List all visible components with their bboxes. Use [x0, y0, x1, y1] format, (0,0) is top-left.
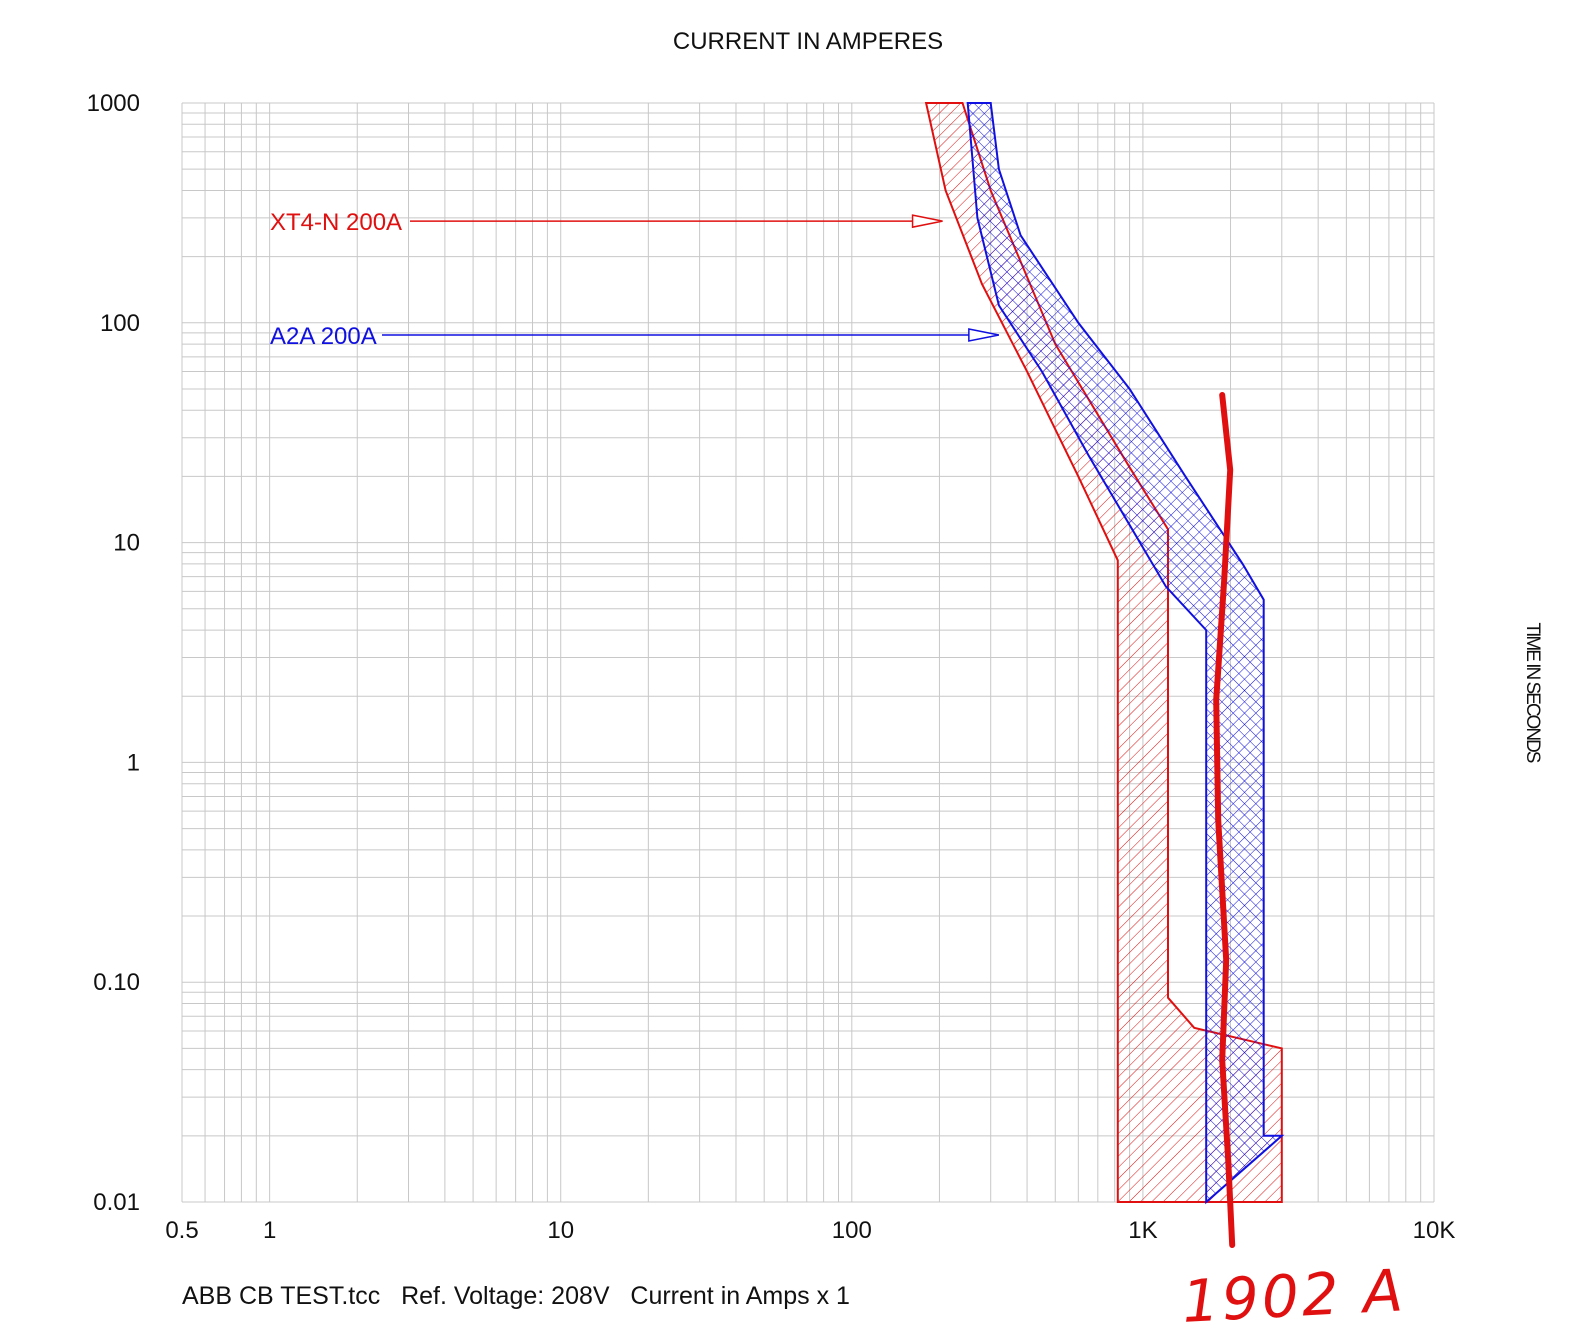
chart-footer: ABB CB TEST.tcc Ref. Voltage: 208V Curre…: [182, 1282, 850, 1311]
y-tick-label: 10: [113, 530, 140, 557]
y-tick-label: 100: [100, 310, 140, 337]
series-label: A2A 200A: [270, 323, 377, 350]
x-tick-label: 1K: [1128, 1217, 1157, 1244]
x-tick-label: 0.5: [165, 1217, 198, 1244]
y-axis-label: TIME IN SECONDS: [1522, 622, 1543, 762]
annotation-1902a: 1902 A: [1180, 1256, 1408, 1336]
y-tick-label: 0.10: [93, 969, 140, 996]
chart-title: CURRENT IN AMPERES: [672, 28, 944, 55]
x-tick-label: 1: [263, 1217, 276, 1244]
x-tick-label: 100: [832, 1217, 872, 1244]
footer-file: ABB CB TEST.tcc: [182, 1282, 381, 1310]
y-tick-label: 1: [127, 749, 140, 776]
grid: [181, 102, 1435, 1203]
footer-voltage: Ref. Voltage: 208V: [401, 1282, 610, 1310]
y-tick-label: 0.01: [93, 1189, 140, 1216]
series-band-1: [966, 102, 1285, 1205]
y-tick-label: 1000: [87, 90, 140, 117]
series-label: XT4-N 200A: [270, 209, 402, 236]
footer-current: Current in Amps x 1: [630, 1282, 850, 1310]
series-label-arrowhead: [911, 214, 943, 229]
x-tick-label: 10K: [1413, 1217, 1456, 1244]
marker-line-1902a: [1213, 392, 1236, 1248]
x-tick-label: 10: [547, 1217, 574, 1244]
series-label-arrowhead: [968, 328, 1000, 342]
